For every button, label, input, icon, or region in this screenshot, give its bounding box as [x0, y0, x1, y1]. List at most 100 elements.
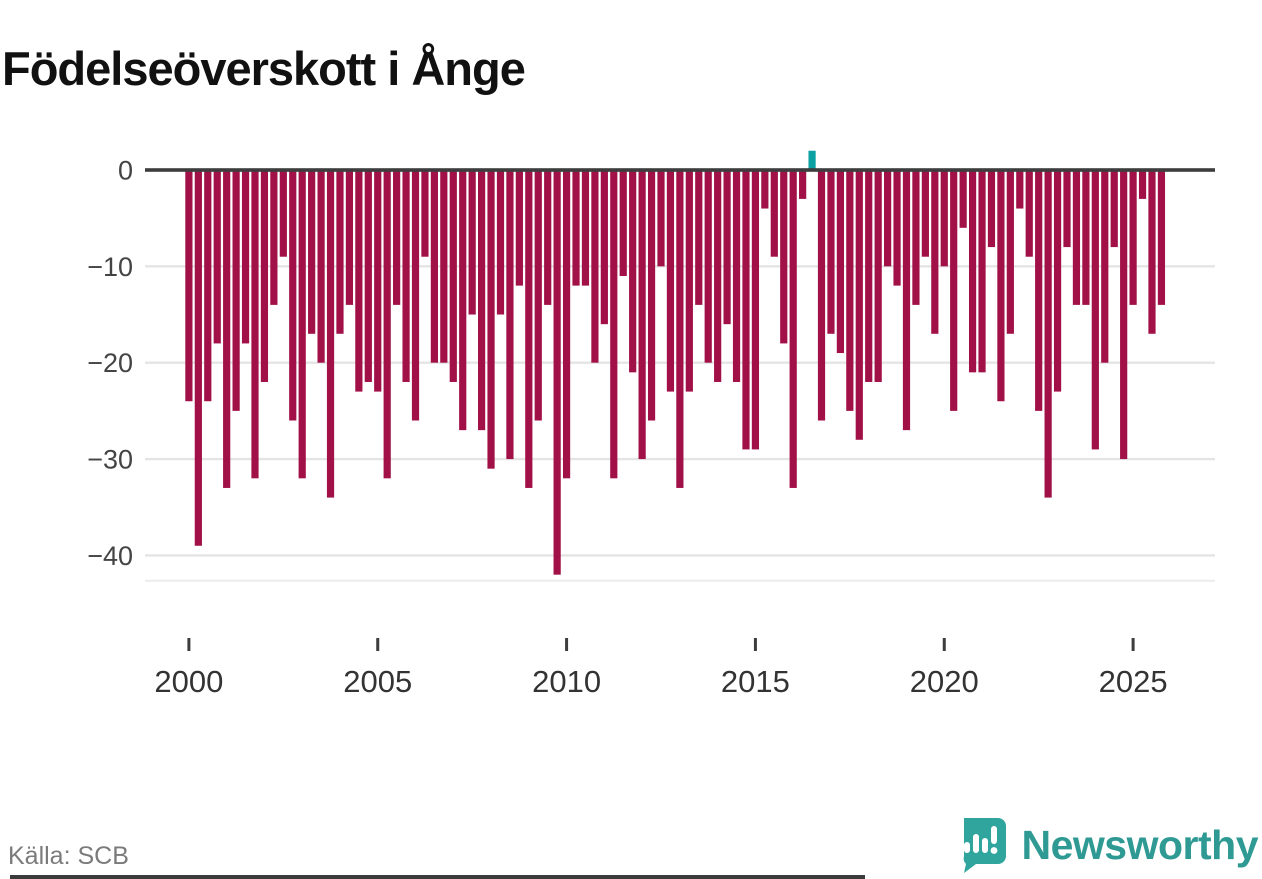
bar-2002-q2 [270, 170, 278, 305]
bar-2014-q4 [742, 170, 750, 450]
bar-2020-q3 [959, 170, 967, 228]
bar-2003-q2 [308, 170, 316, 334]
x-axis-label: 2020 [910, 664, 979, 699]
bar-2007-q1 [449, 170, 457, 382]
bar-2001-q2 [232, 170, 240, 411]
bar-2009-q2 [534, 170, 542, 421]
bottom-border [10, 875, 865, 879]
x-axis-tick [376, 638, 380, 651]
bar-2002-q4 [289, 170, 297, 421]
x-axis-tick [565, 638, 569, 651]
bar-2016-q4 [817, 170, 826, 421]
bar-2007-q3 [468, 170, 476, 315]
bar-2025-q4 [1157, 170, 1166, 305]
bar-2015-q4 [780, 170, 788, 344]
bar-2024-q3 [1110, 170, 1118, 248]
bar-2006-q3 [430, 170, 438, 363]
bar-2019-q3 [921, 170, 929, 257]
bar-2019-q4 [931, 170, 939, 334]
bar-2012-q3 [657, 170, 665, 267]
bar-2009-q3 [544, 170, 552, 305]
bar-2010-q2 [572, 170, 580, 286]
x-axis-tick [1131, 638, 1135, 651]
bar-2021-q1 [978, 170, 986, 373]
bar-2021-q3 [997, 170, 1005, 402]
bar-2014-q1 [714, 170, 722, 382]
bar-2004-q4 [364, 170, 372, 382]
logo-bar-3 [981, 838, 988, 853]
bar-2000-q4 [213, 170, 221, 344]
bar-2000-q2 [194, 170, 202, 546]
bar-2015-q2 [761, 170, 769, 209]
bar-2016-q2 [799, 170, 807, 199]
bar-2016-q1 [789, 170, 797, 488]
bar-2010-q3 [581, 170, 590, 286]
bar-2005-q3 [393, 170, 401, 305]
bar-2020-q1 [940, 170, 948, 267]
logo-bar-2 [972, 834, 979, 853]
bar-2004-q2 [345, 170, 354, 305]
bar-2015-q3 [770, 170, 778, 257]
bar-2013-q3 [695, 170, 703, 305]
bar-2024-q4 [1120, 170, 1128, 460]
bar-2008-q2 [496, 170, 505, 315]
bar-2018-q1 [865, 170, 873, 382]
bar-2002-q3 [279, 170, 287, 257]
bar-2015-q1 [751, 170, 760, 450]
bar-2017-q3 [846, 170, 854, 411]
bar-2007-q4 [478, 170, 486, 431]
y-axis-label: 0 [118, 156, 133, 186]
bar-2023-q2 [1063, 170, 1071, 248]
bar-2007-q2 [459, 170, 467, 431]
bar-2014-q3 [732, 170, 741, 382]
newsworthy-logo-icon [963, 818, 1006, 873]
bar-2004-q3 [355, 170, 363, 392]
bar-2025-q2 [1138, 170, 1147, 199]
bar-2006-q2 [421, 170, 429, 257]
bar-2009-q4 [553, 170, 561, 575]
x-axis-tick [942, 638, 946, 651]
bar-2018-q3 [884, 170, 892, 267]
logo-exclamation-dot [990, 847, 997, 854]
x-axis-label: 2025 [1099, 664, 1168, 699]
y-axis-label: −40 [87, 541, 133, 571]
bar-2018-q4 [893, 170, 901, 286]
bar-2022-q2 [1025, 170, 1033, 257]
bar-2023-q3 [1072, 170, 1081, 305]
x-axis-label: 2000 [154, 664, 223, 699]
bar-2006-q4 [440, 170, 448, 363]
bar-2017-q2 [836, 170, 844, 354]
bar-2024-q1 [1091, 170, 1099, 450]
zero-line [145, 168, 1215, 172]
chart-title: Födelseöverskott i Ånge [2, 42, 526, 96]
bar-2010-q4 [591, 170, 599, 363]
x-axis-tick [753, 638, 757, 651]
bar-2011-q1 [600, 170, 608, 325]
bar-2000-q3 [204, 170, 212, 402]
bar-2024-q2 [1101, 170, 1109, 363]
bar-2021-q2 [987, 170, 996, 248]
bar-2000-q1 [185, 170, 193, 402]
birth-surplus-chart: 0 −10 −20 −30 −40 2000 2005 2010 2015 2020 2025 [87, 150, 1215, 699]
bar-2008-q1 [487, 170, 495, 469]
bar-2016-q3 [808, 150, 816, 170]
bar-2019-q2 [912, 170, 920, 305]
bar-2020-q4 [968, 170, 977, 373]
bar-2012-q4 [666, 170, 675, 392]
bar-2013-q1 [676, 170, 684, 488]
bar-2023-q4 [1082, 170, 1090, 305]
y-axis-label: −10 [87, 252, 133, 282]
bar-2001-q3 [241, 170, 250, 344]
bar-2010-q1 [562, 170, 571, 479]
bar-2005-q1 [374, 170, 382, 392]
bar-2008-q4 [515, 170, 523, 286]
x-axis-label: 2010 [532, 664, 601, 699]
newsworthy-logo[interactable]: Newsworthy [952, 816, 1258, 874]
bar-2011-q3 [619, 170, 627, 276]
bar-2006-q1 [411, 170, 420, 421]
bar-2017-q1 [827, 170, 835, 334]
bar-2004-q1 [336, 170, 344, 334]
bar-2018-q2 [874, 170, 882, 382]
bar-2025-q3 [1148, 170, 1156, 334]
bar-2013-q4 [704, 170, 712, 363]
